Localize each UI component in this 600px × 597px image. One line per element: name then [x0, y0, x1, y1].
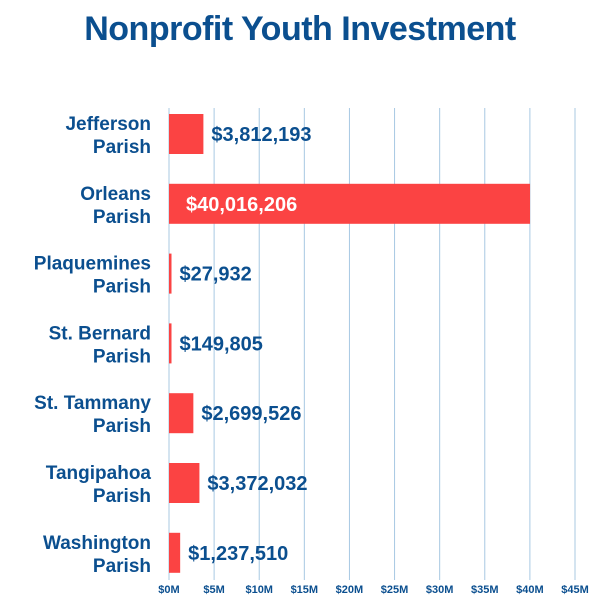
x-tick-label: $15M: [291, 584, 319, 596]
bar: [169, 393, 194, 434]
category-label: Plaquemines Parish: [34, 254, 151, 298]
bar: [169, 323, 172, 364]
value-label: $1,237,510: [188, 543, 288, 565]
bar: [169, 463, 200, 503]
category-label-line: Parish: [93, 556, 151, 577]
x-tick-label: $10M: [245, 584, 273, 596]
labels: $0M $5M $10M $15M $20M $25M $30M $35M $40M $45M Je…: [34, 114, 589, 596]
chart-title: Nonprofit Youth Investment: [84, 10, 516, 48]
x-tick-label: $45M: [561, 584, 589, 596]
category-label-line: Parish: [93, 346, 151, 367]
bar: [169, 114, 204, 154]
x-tick-label: $0M: [158, 584, 179, 596]
category-label-line: Plaquemines: [34, 254, 151, 275]
value-label: $40,016,206: [186, 194, 297, 216]
bar: [169, 183, 531, 224]
x-tick-label: $25M: [381, 584, 409, 596]
bar: [169, 253, 172, 294]
category-label-line: Jefferson: [65, 114, 151, 135]
x-tick-label: $35M: [471, 584, 499, 596]
value-label: $3,812,193: [211, 124, 311, 146]
category-label-line: Tangipahoa: [46, 463, 152, 484]
value-label: $149,805: [180, 333, 263, 355]
category-label-line: Parish: [93, 207, 151, 228]
x-tick-label: $5M: [203, 584, 224, 596]
x-tick-label: $30M: [426, 584, 454, 596]
category-label: Washington Parish: [43, 533, 151, 577]
value-label: $2,699,526: [201, 403, 301, 425]
category-label: Jefferson Parish: [65, 114, 151, 158]
category-label-line: Washington: [43, 533, 151, 554]
category-label-line: Parish: [93, 277, 151, 298]
category-label: St. Bernard Parish: [49, 323, 151, 367]
value-label: $27,932: [180, 264, 252, 286]
x-tick-label: $40M: [516, 584, 544, 596]
value-label: $3,372,032: [207, 473, 307, 495]
bars: [169, 114, 531, 573]
category-label-line: Parish: [93, 486, 151, 507]
category-label: Tangipahoa Parish: [46, 463, 152, 507]
category-label-line: Parish: [93, 416, 151, 437]
category-label: St. Tammany Parish: [34, 393, 151, 437]
category-label-line: Parish: [93, 137, 151, 158]
category-label-line: Orleans: [80, 184, 151, 205]
x-tick-label: $20M: [336, 584, 364, 596]
category-label: Orleans Parish: [80, 184, 151, 228]
category-label-line: St. Bernard: [49, 323, 151, 344]
bar: [169, 532, 181, 573]
category-label-line: St. Tammany: [34, 393, 151, 414]
